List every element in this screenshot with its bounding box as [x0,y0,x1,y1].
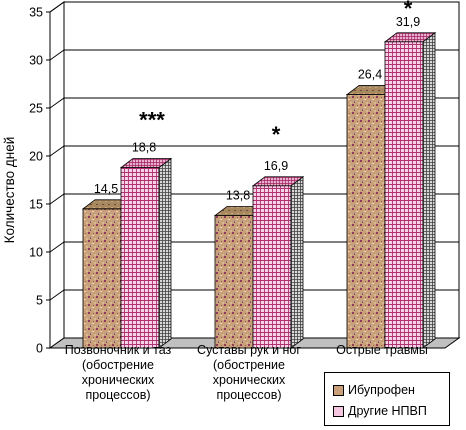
data-label-ibuprofen: 14,5 [94,182,118,196]
y-tick-label: 0 [36,342,43,356]
y-tick-label: 15 [29,198,43,212]
legend-item-other-nsaid: Другие НПВП [333,404,427,418]
legend-swatch-ibuprofen [333,385,344,396]
y-tick-label: 20 [29,150,43,164]
bar-other-nsaid-side [423,33,435,348]
category-label-spine: Позвоночник и таз (обострение хронически… [54,343,182,403]
legend-label-ibuprofen: Ибупрофен [348,383,415,397]
y-tick-label: 35 [29,6,43,20]
bar-other-nsaid-side [291,177,303,348]
category-label-joints: Суставы рук и ног (обострение хронически… [185,343,313,403]
legend-item-ibuprofen: Ибупрофен [333,383,415,397]
data-label-ibuprofen: 13,8 [226,189,250,203]
chart-legend: Ибупрофен Другие НПВП [324,372,450,426]
bar-other-nsaid-side [159,159,171,348]
bar-ibuprofen-front [347,95,385,348]
significance-annotation: * [404,0,413,21]
legend-label-other-nsaid: Другие НПВП [348,404,427,418]
data-label-other-nsaid: 18,8 [132,141,156,155]
data-label-other-nsaid: 16,9 [264,159,288,173]
bar-ibuprofen-front [83,209,121,348]
bar-other-nsaid-front [253,186,291,348]
y-tick-label: 30 [29,54,43,68]
y-tick-label: 5 [36,294,43,308]
significance-annotation: *** [139,108,165,133]
y-tick-label: 10 [29,246,43,260]
data-label-ibuprofen: 26,4 [358,68,382,82]
y-axis-label: Количество дней [2,137,17,244]
bar-other-nsaid-front [121,168,159,348]
chart-side-wall [50,2,64,348]
legend-swatch-other-nsaid [333,406,344,417]
bar-other-nsaid-front [385,42,423,348]
bar-ibuprofen-front [215,216,253,348]
significance-annotation: * [272,122,281,147]
y-tick-label: 25 [29,102,43,116]
category-label-acute: Острые травмы [318,343,446,358]
